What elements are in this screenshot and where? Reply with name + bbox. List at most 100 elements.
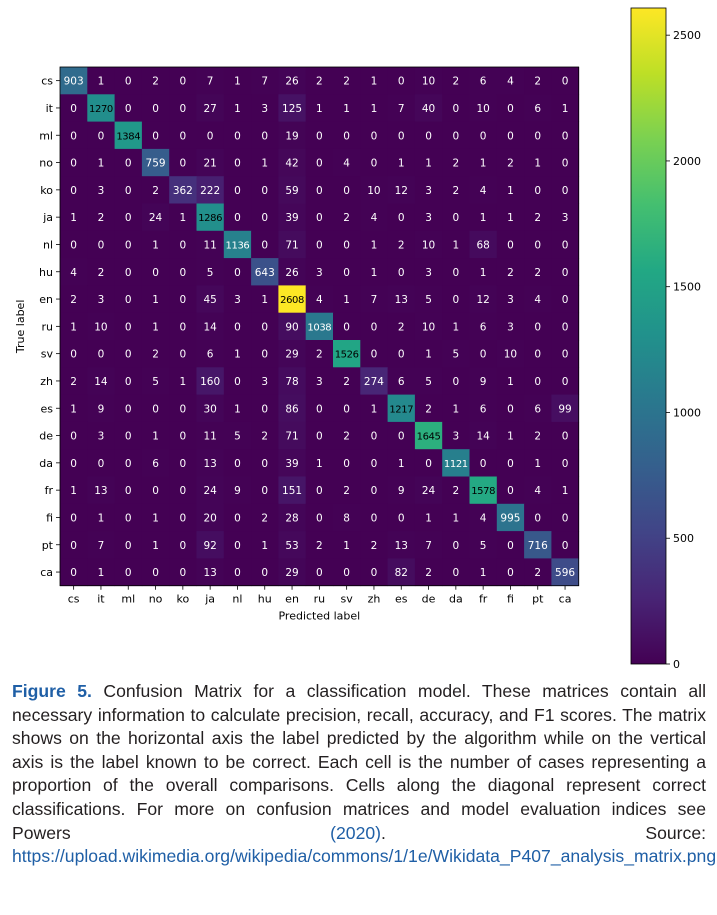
- cell-de-ja: [196, 421, 225, 450]
- cell-value-it-it: 1270: [89, 104, 113, 115]
- cell-de-ml: [114, 421, 143, 450]
- cell-it-fr: [469, 94, 498, 122]
- source-url-link[interactable]: https://upload.wikimedia.org/wikipedia/c…: [12, 846, 717, 867]
- cell-ru-ca: [551, 312, 580, 341]
- y-tick-label-no: no: [39, 157, 53, 170]
- cell-cs-ru: [305, 67, 334, 95]
- caption-source-prefix: . Source:: [381, 822, 706, 843]
- cell-it-da: [442, 94, 470, 122]
- cell-value-da-ca: 0: [562, 458, 569, 470]
- cell-no-ml: [114, 148, 143, 177]
- cell-pt-sv: [333, 531, 361, 559]
- cell-it-hu: [251, 94, 279, 122]
- cell-value-ja-zh: 4: [371, 212, 378, 224]
- cell-value-da-da: 1121: [444, 459, 468, 470]
- cell-value-sv-ja: 6: [207, 349, 214, 361]
- cell-value-nl-zh: 1: [371, 239, 378, 251]
- cell-value-sv-no: 2: [152, 349, 159, 361]
- y-tick-label-ko: ko: [40, 184, 53, 197]
- cell-value-pt-nl: 0: [234, 540, 241, 552]
- x-tick-label-zh: zh: [368, 593, 381, 606]
- cell-value-ml-ml: 1384: [116, 131, 140, 142]
- cell-ca-ca: [551, 558, 580, 587]
- cell-fi-it: [87, 503, 115, 532]
- cell-value-es-sv: 0: [343, 403, 350, 415]
- cell-fi-ca: [551, 503, 580, 532]
- cell-value-de-fr: 14: [476, 431, 490, 443]
- cell-value-it-de: 40: [422, 103, 435, 115]
- cell-en-ca: [551, 285, 580, 314]
- cell-ja-zh: [360, 203, 388, 232]
- x-tick-label-no: no: [149, 593, 163, 606]
- cell-cs-ca: [551, 67, 580, 95]
- cell-en-ru: [305, 285, 334, 314]
- y-tick-label-zh: zh: [40, 375, 53, 388]
- cell-ko-ko: [169, 176, 197, 204]
- cell-value-fr-fi: 0: [507, 485, 514, 497]
- cell-value-ko-fr: 4: [480, 185, 487, 197]
- cell-value-it-ru: 1: [316, 103, 323, 115]
- colorbar-tick-label-2500: 2500: [673, 29, 701, 42]
- cell-hu-fi: [496, 258, 525, 286]
- cell-sv-ru: [305, 340, 334, 368]
- cell-value-ko-pt: 0: [534, 185, 541, 197]
- cell-value-hu-fi: 2: [507, 267, 514, 279]
- cell-no-ru: [305, 148, 334, 177]
- cell-da-cs: [60, 449, 88, 477]
- cell-no-ja: [196, 148, 225, 177]
- cell-value-es-cs: 1: [70, 403, 77, 415]
- cell-value-es-hu: 0: [261, 403, 268, 415]
- cell-fi-pt: [524, 503, 552, 532]
- cell-value-de-ja: 11: [203, 431, 216, 443]
- cell-ja-ko: [169, 203, 197, 232]
- cell-fr-ja: [196, 476, 225, 505]
- cell-value-pt-zh: 2: [371, 540, 378, 552]
- cell-value-zh-da: 0: [453, 376, 460, 388]
- cell-value-no-ca: 0: [562, 158, 569, 170]
- cell-value-ja-de: 3: [425, 212, 432, 224]
- cell-value-es-da: 1: [453, 403, 460, 415]
- cell-value-ja-da: 0: [453, 212, 460, 224]
- cell-value-cs-fi: 4: [507, 76, 514, 88]
- cell-value-de-zh: 0: [371, 431, 378, 443]
- cell-it-it: [87, 94, 115, 122]
- cell-ca-da: [442, 558, 470, 587]
- cell-ml-it: [87, 121, 115, 150]
- cell-value-ru-fr: 6: [480, 321, 487, 333]
- cell-value-ja-fi: 1: [507, 212, 514, 224]
- cell-value-ca-ml: 0: [125, 567, 132, 579]
- cell-value-ja-it: 2: [98, 212, 105, 224]
- cell-pt-fr: [469, 531, 498, 559]
- cell-it-pt: [524, 94, 552, 122]
- cell-value-ml-zh: 0: [371, 130, 378, 142]
- cell-sv-pt: [524, 340, 552, 368]
- cell-es-ca: [551, 394, 580, 423]
- cell-value-ml-en: 19: [285, 130, 298, 142]
- cell-value-ru-fi: 3: [507, 321, 514, 333]
- cell-pt-de: [414, 531, 443, 559]
- cell-it-zh: [360, 94, 388, 122]
- cell-value-no-pt: 1: [534, 158, 541, 170]
- citation-link[interactable]: (2020): [330, 822, 381, 843]
- cell-fi-nl: [223, 503, 252, 532]
- cell-value-sv-ru: 2: [316, 349, 323, 361]
- cell-value-sv-it: 0: [98, 349, 105, 361]
- cell-no-hu: [251, 148, 279, 177]
- colorbar-tick-label-2000: 2000: [673, 155, 701, 168]
- cell-value-it-zh: 1: [371, 103, 378, 115]
- cell-value-ja-sv: 2: [343, 212, 350, 224]
- cell-da-fi: [496, 449, 525, 477]
- cell-value-fr-da: 2: [453, 485, 460, 497]
- cell-value-nl-hu: 0: [261, 239, 268, 251]
- cell-fr-sv: [333, 476, 361, 505]
- cell-value-cs-fr: 6: [480, 76, 487, 88]
- cell-value-fi-fi: 995: [500, 512, 520, 524]
- cell-cs-fi: [496, 67, 525, 95]
- cell-value-it-fr: 10: [476, 103, 489, 115]
- cell-ml-fi: [496, 121, 525, 150]
- cell-zh-pt: [524, 367, 552, 395]
- cell-value-es-nl: 1: [234, 403, 241, 415]
- cell-value-pt-pt: 716: [528, 540, 548, 552]
- cell-value-fi-nl: 0: [234, 512, 241, 524]
- cell-value-pt-hu: 1: [261, 540, 268, 552]
